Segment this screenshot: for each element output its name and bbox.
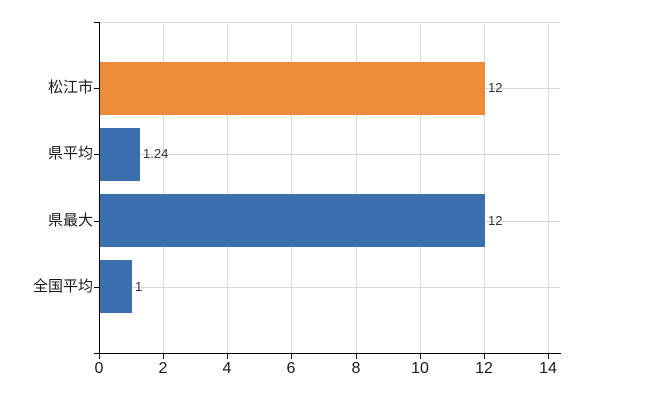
x-axis-tick-label: 12 [475, 360, 493, 377]
bar [100, 260, 132, 313]
gridline-horizontal [99, 287, 560, 288]
x-axis-tick-label: 0 [94, 360, 104, 377]
x-axis-line [94, 353, 561, 354]
x-tick-mark [163, 354, 164, 359]
gridline-vertical [227, 22, 229, 353]
bar [100, 62, 485, 115]
x-tick-mark [227, 354, 228, 359]
x-axis-tick-label: 2 [158, 360, 168, 377]
bar-value-label: 1.24 [143, 146, 169, 161]
bar-value-label: 12 [488, 213, 503, 228]
bar-value-label: 1 [135, 279, 143, 294]
x-axis-tick-label: 4 [222, 360, 232, 377]
plot-top-border [99, 22, 560, 23]
bar [100, 194, 485, 247]
y-tick-mark [94, 154, 99, 155]
x-tick-mark [484, 354, 485, 359]
x-tick-mark [99, 354, 100, 359]
gridline-vertical [355, 22, 357, 353]
y-axis-line [99, 22, 100, 354]
x-tick-mark [356, 354, 357, 359]
gridline-vertical [483, 22, 485, 353]
y-axis-label: 県最大 [47, 212, 93, 229]
y-axis-label: 県平均 [47, 145, 93, 162]
bar [100, 128, 140, 181]
y-tick-mark [94, 221, 99, 222]
y-axis-label: 全国平均 [32, 278, 93, 295]
y-axis-label: 松江市 [47, 79, 93, 96]
x-axis-tick-label: 14 [539, 360, 557, 377]
x-axis-tick-label: 10 [411, 360, 429, 377]
x-axis-tick-label: 6 [286, 360, 296, 377]
x-tick-mark [291, 354, 292, 359]
x-tick-mark [420, 354, 421, 359]
y-tick-mark [94, 287, 99, 288]
x-tick-mark [548, 354, 549, 359]
x-axis-tick-label: 8 [351, 360, 361, 377]
y-tick-mark [94, 88, 99, 89]
y-tick-mark [94, 22, 99, 23]
gridline-vertical [291, 22, 293, 353]
gridline-vertical [163, 22, 165, 353]
gridline-vertical [419, 22, 421, 353]
gridline-horizontal [99, 154, 560, 155]
gridline-vertical [547, 22, 549, 353]
bar-value-label: 12 [488, 80, 503, 95]
